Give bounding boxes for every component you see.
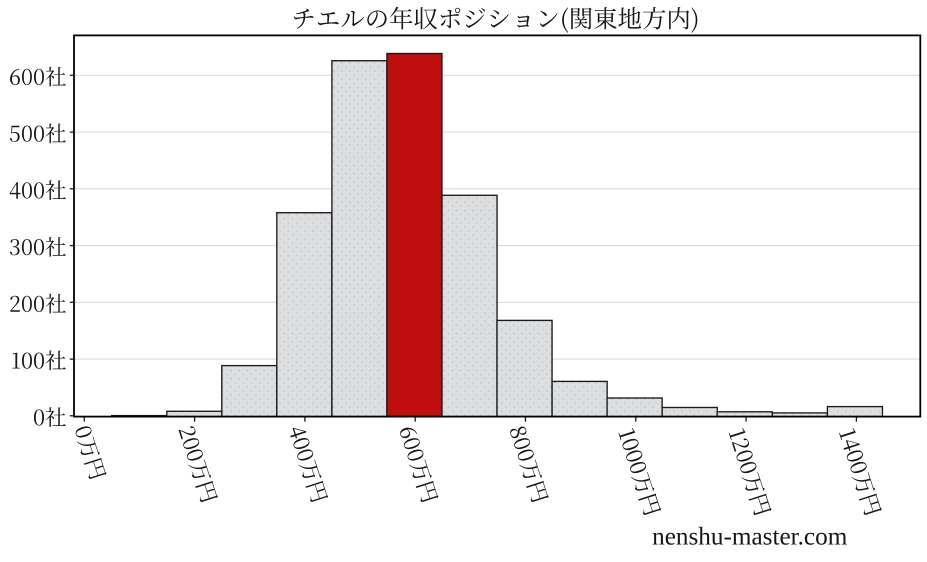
svg-text:nenshu-master.com: nenshu-master.com <box>652 523 848 550</box>
